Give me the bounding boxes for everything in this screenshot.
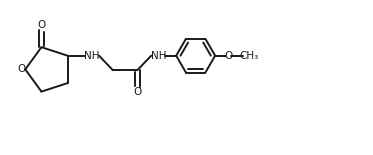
Text: NH: NH <box>84 51 100 61</box>
Text: O: O <box>37 20 46 30</box>
Text: O: O <box>17 64 25 74</box>
Text: O: O <box>224 51 232 61</box>
Text: NH: NH <box>151 51 166 61</box>
Text: CH₃: CH₃ <box>239 51 258 61</box>
Text: O: O <box>133 87 141 97</box>
